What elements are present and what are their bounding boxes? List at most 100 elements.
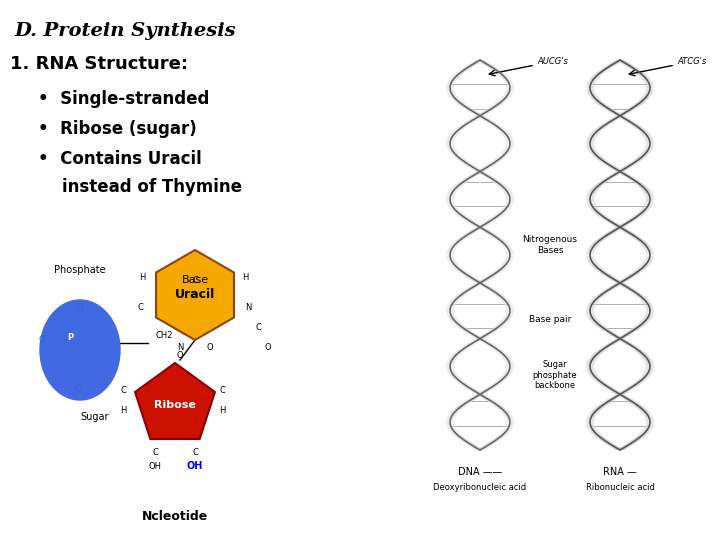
Polygon shape <box>482 389 492 390</box>
Polygon shape <box>613 61 622 62</box>
Polygon shape <box>587 251 595 252</box>
Polygon shape <box>623 166 632 167</box>
Polygon shape <box>631 348 641 349</box>
Polygon shape <box>586 196 595 197</box>
Polygon shape <box>645 418 654 419</box>
Polygon shape <box>594 435 603 436</box>
Polygon shape <box>588 79 597 80</box>
Polygon shape <box>486 332 495 333</box>
Polygon shape <box>501 320 510 321</box>
Polygon shape <box>643 414 652 415</box>
Polygon shape <box>503 359 512 360</box>
Polygon shape <box>481 279 490 280</box>
Polygon shape <box>504 205 513 206</box>
Polygon shape <box>596 350 606 352</box>
Polygon shape <box>588 247 597 248</box>
Polygon shape <box>592 99 601 100</box>
Polygon shape <box>627 178 636 179</box>
Polygon shape <box>504 416 513 417</box>
Polygon shape <box>459 328 468 329</box>
Polygon shape <box>587 259 595 260</box>
Polygon shape <box>464 400 474 401</box>
Polygon shape <box>499 322 508 323</box>
Polygon shape <box>641 133 650 134</box>
Polygon shape <box>606 388 616 389</box>
Polygon shape <box>642 375 651 376</box>
Polygon shape <box>614 394 624 395</box>
Polygon shape <box>473 395 482 396</box>
Polygon shape <box>467 221 476 222</box>
Polygon shape <box>600 384 610 386</box>
Polygon shape <box>593 267 602 268</box>
Polygon shape <box>589 134 598 135</box>
Polygon shape <box>639 410 648 411</box>
Polygon shape <box>456 72 466 73</box>
Polygon shape <box>645 90 654 91</box>
Polygon shape <box>468 334 477 335</box>
Polygon shape <box>492 404 501 405</box>
Polygon shape <box>641 412 650 413</box>
Text: C: C <box>192 276 198 285</box>
Polygon shape <box>588 191 597 192</box>
Polygon shape <box>624 399 634 400</box>
Polygon shape <box>587 148 595 149</box>
Polygon shape <box>489 291 498 292</box>
Polygon shape <box>482 445 492 446</box>
Polygon shape <box>449 262 457 264</box>
Polygon shape <box>471 118 481 119</box>
Polygon shape <box>459 272 468 273</box>
Polygon shape <box>477 170 487 171</box>
Polygon shape <box>605 332 614 333</box>
Polygon shape <box>474 282 484 283</box>
Polygon shape <box>462 330 471 331</box>
Polygon shape <box>502 375 510 376</box>
Polygon shape <box>646 87 654 89</box>
Polygon shape <box>446 84 454 85</box>
Polygon shape <box>596 239 606 240</box>
Polygon shape <box>499 187 508 188</box>
Polygon shape <box>644 137 652 138</box>
Polygon shape <box>613 336 622 338</box>
Polygon shape <box>609 446 619 447</box>
Polygon shape <box>640 210 649 211</box>
Polygon shape <box>490 106 500 107</box>
Polygon shape <box>631 328 641 329</box>
Polygon shape <box>500 210 509 211</box>
Polygon shape <box>644 303 652 305</box>
Polygon shape <box>623 342 632 343</box>
Text: C: C <box>219 386 225 395</box>
Polygon shape <box>608 278 618 279</box>
Polygon shape <box>464 177 474 178</box>
Polygon shape <box>505 202 513 204</box>
Polygon shape <box>506 365 514 366</box>
Polygon shape <box>586 201 594 202</box>
Text: Sugar: Sugar <box>81 412 109 422</box>
Text: 1. RNA Structure:: 1. RNA Structure: <box>10 55 188 73</box>
Polygon shape <box>605 66 614 67</box>
Polygon shape <box>618 395 627 396</box>
Polygon shape <box>464 443 474 444</box>
Polygon shape <box>593 409 602 410</box>
Polygon shape <box>490 440 500 441</box>
Polygon shape <box>594 380 603 381</box>
Polygon shape <box>593 379 602 380</box>
Polygon shape <box>484 343 494 345</box>
Polygon shape <box>486 177 495 178</box>
Polygon shape <box>449 318 457 319</box>
Polygon shape <box>446 201 454 202</box>
Polygon shape <box>593 75 602 76</box>
Polygon shape <box>608 231 618 232</box>
Polygon shape <box>626 165 635 166</box>
Polygon shape <box>636 184 645 185</box>
Polygon shape <box>462 179 471 180</box>
Polygon shape <box>454 380 463 381</box>
Polygon shape <box>588 302 597 303</box>
Polygon shape <box>448 261 456 262</box>
Polygon shape <box>586 421 594 422</box>
Polygon shape <box>484 221 494 222</box>
Polygon shape <box>446 364 454 365</box>
Polygon shape <box>492 70 501 71</box>
Polygon shape <box>449 319 458 320</box>
Polygon shape <box>606 333 616 334</box>
Polygon shape <box>641 376 650 377</box>
